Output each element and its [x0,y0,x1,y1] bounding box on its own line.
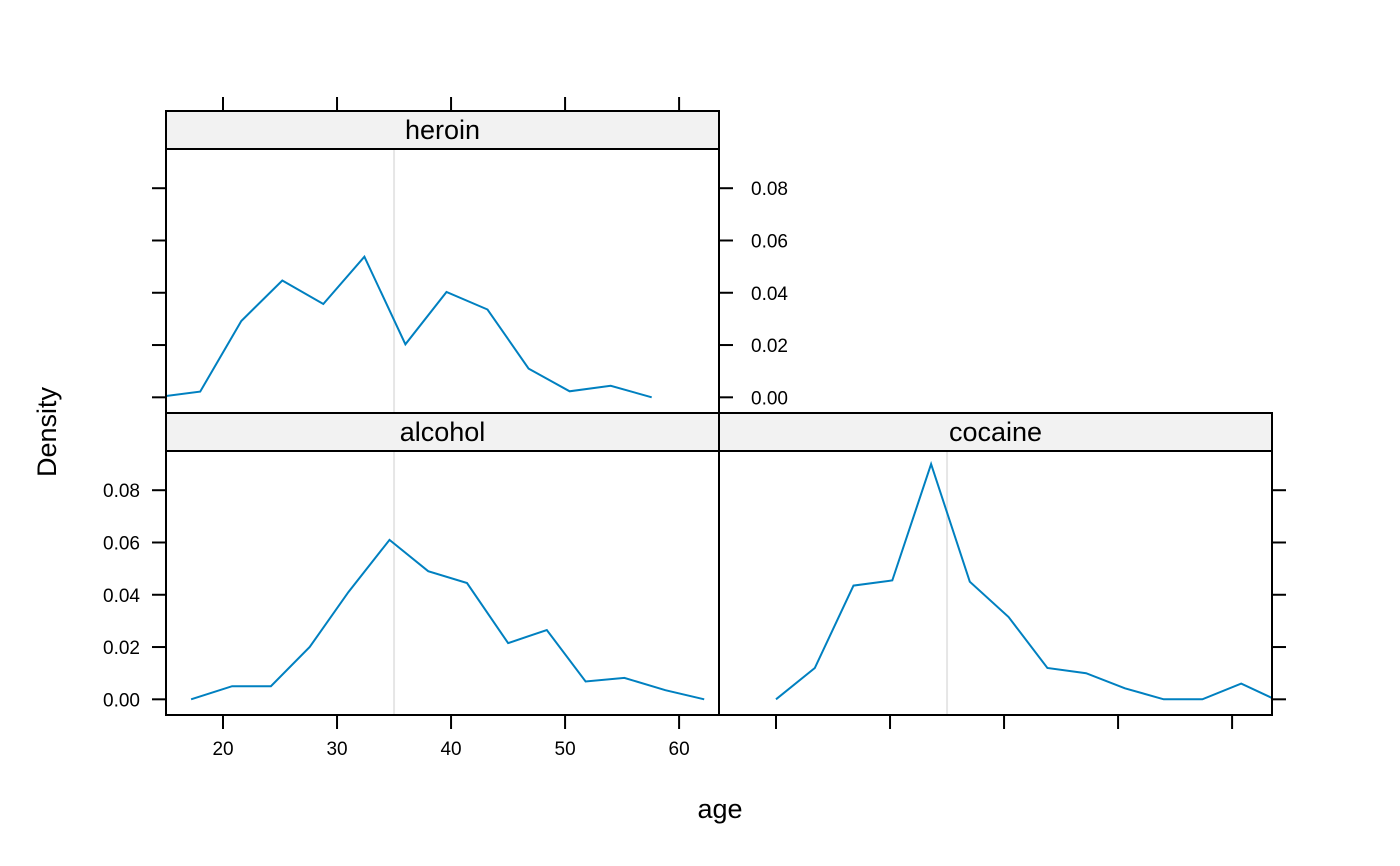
data-point-heroin [568,389,572,393]
data-point-cocaine [1007,615,1011,619]
y-tick-label: 0.04 [103,586,140,607]
data-point-cocaine [813,666,817,670]
y-tick-label: 0.00 [103,690,140,711]
panels-layer: alcohol cocaine heroin [165,110,1273,716]
panel-alcohol-area [166,451,719,715]
data-point-alcohol [465,581,469,585]
data-point-alcohol [506,641,510,645]
data-point-alcohol [663,688,667,692]
x-tick-label: 30 [326,739,347,760]
panel-cocaine-area [719,451,1272,715]
data-point-alcohol [622,676,626,680]
data-point-cocaine [1239,682,1243,686]
panel-heroin: heroin [165,110,720,414]
y-tick-label: 0.02 [751,336,788,357]
data-point-alcohol [189,697,193,701]
data-point-alcohol [346,590,350,594]
y-tick-label: 0.08 [751,179,788,200]
data-point-heroin [280,278,284,282]
y-tick-label: 0.00 [751,388,788,409]
data-point-cocaine [774,697,778,701]
data-point-cocaine [852,584,856,588]
data-point-heroin [486,307,490,311]
data-point-heroin [609,384,613,388]
y-axis-title: Density [32,386,62,477]
x-axis-title: age [697,794,742,824]
data-point-cocaine [1123,686,1127,690]
panel-alcohol: alcohol [165,412,720,716]
x-axis-bottom-alcohol: 20 30 40 50 60 [212,715,690,760]
panel-heroin-area [166,149,719,413]
data-point-cocaine [1045,666,1049,670]
data-point-alcohol [387,538,391,542]
x-tick-label: 60 [669,739,690,760]
x-axis-top-heroin [222,97,681,111]
strip-label-cocaine: cocaine [949,417,1042,447]
data-point-cocaine [890,578,894,582]
panel-border-cocaine [718,450,1273,716]
data-point-alcohol [308,645,312,649]
data-point-heroin [403,342,407,346]
y-axis-left-heroin [152,187,166,399]
strip-label-heroin: heroin [405,115,480,145]
series-line-alcohol [190,538,705,701]
data-point-cocaine [1084,671,1088,675]
x-tick-label: 20 [212,739,233,760]
series-line-heroin [166,254,652,399]
data-point-alcohol [545,628,549,632]
data-point-heroin [650,395,654,399]
data-point-cocaine [929,462,933,466]
data-point-alcohol [426,569,430,573]
data-point-heroin [527,367,531,371]
data-point-cocaine [968,580,972,584]
data-point-heroin [239,319,243,323]
data-point-cocaine [1162,697,1166,701]
data-point-alcohol [584,680,588,684]
strip-label-alcohol: alcohol [400,417,486,447]
y-tick-label: 0.06 [751,231,788,252]
data-point-alcohol [269,684,273,688]
series-line-cocaine [775,460,1272,701]
axes-layer: 20 30 40 50 600.000.020.040.060.080.000.020.… [103,97,1286,760]
y-axis-left-alcohol: 0.00 0.02 0.04 0.06 0.08 [103,481,166,711]
data-point-heroin [362,255,366,259]
y-tick-label: 0.02 [103,638,140,659]
y-tick-label: 0.06 [103,533,140,554]
panel-border-heroin [165,148,720,414]
y-tick-label: 0.04 [751,284,788,305]
y-axis-right-cocaine [1272,489,1286,701]
data-point-cocaine [1200,697,1204,701]
y-axis-right-heroin: 0.00 0.02 0.04 0.06 0.08 [719,179,788,409]
data-point-alcohol [702,697,706,701]
x-tick-label: 50 [555,739,576,760]
data-point-alcohol [230,684,234,688]
data-point-heroin [321,302,325,306]
x-tick-label: 40 [440,739,461,760]
data-point-heroin [198,390,202,394]
data-point-heroin [444,290,448,294]
panel-cocaine: cocaine [718,412,1273,716]
y-tick-label: 0.08 [103,481,140,502]
x-axis-bottom-cocaine [775,715,1234,729]
